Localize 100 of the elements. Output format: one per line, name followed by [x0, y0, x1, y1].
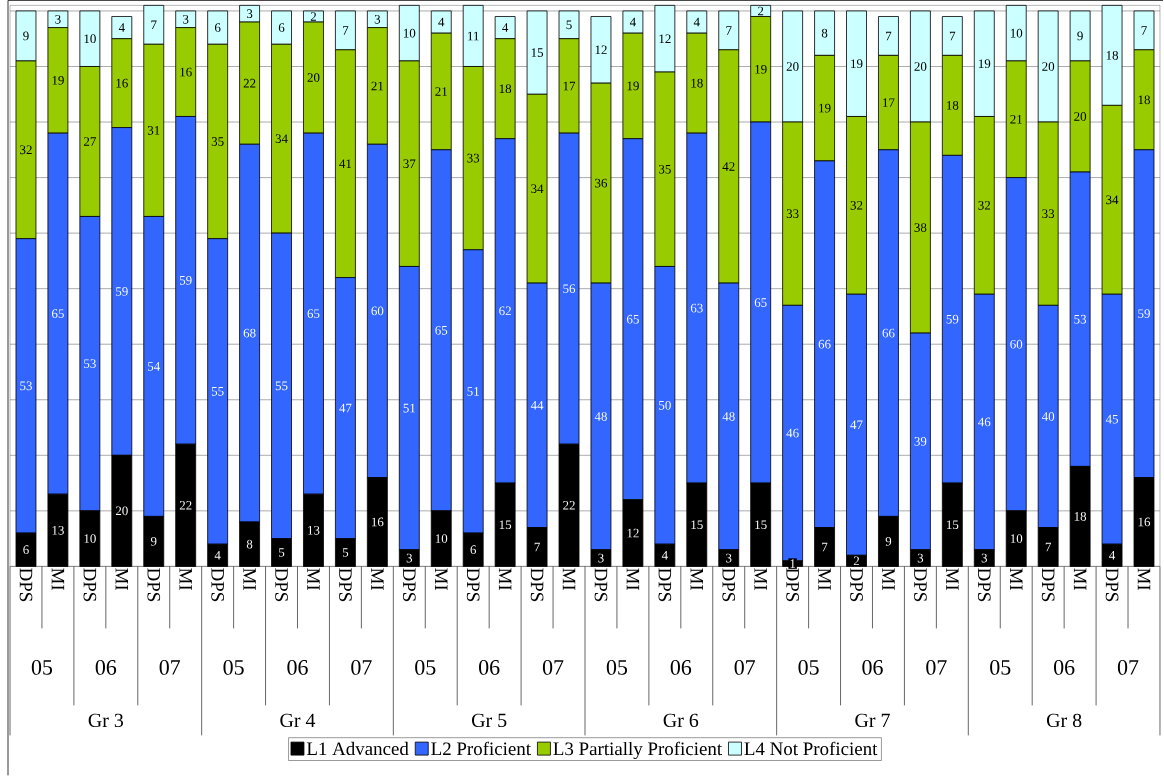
data-label: 34 [1106, 195, 1119, 204]
data-label: 7 [1045, 542, 1052, 551]
data-label: 54 [148, 361, 161, 371]
data-label: 65 [52, 309, 64, 318]
data-label: 10 [1010, 534, 1023, 543]
data-label: 19 [627, 81, 639, 91]
data-label: 7 [949, 31, 956, 40]
text: 06 [287, 659, 308, 675]
data-label: 19 [851, 59, 863, 68]
data-label: 20 [1042, 61, 1055, 71]
data-label: 2 [758, 6, 764, 16]
data-label: 10 [403, 28, 416, 38]
data-label: 10 [1010, 28, 1023, 38]
x-tick-label: DPS [658, 567, 672, 601]
data-label: 55 [211, 386, 224, 396]
data-label: 20 [1074, 111, 1087, 121]
data-label: 18 [691, 78, 703, 88]
data-label: 63 [690, 303, 703, 313]
x-tick-label: MI [562, 567, 576, 590]
data-label: 66 [818, 339, 831, 349]
data-label: 4 [693, 17, 700, 27]
x-tick-label: MI [435, 567, 448, 590]
x-tick-label: MI [243, 567, 256, 590]
data-label: 7 [151, 20, 157, 29]
data-label: 9 [1077, 31, 1083, 41]
x-tick-label: DPS [211, 567, 224, 601]
data-label: 12 [659, 34, 671, 43]
data-label: 22 [563, 500, 575, 510]
data-label: 5 [279, 548, 285, 557]
data-label: 16 [116, 78, 128, 88]
data-label: 60 [1010, 339, 1023, 349]
data-label: 21 [435, 87, 447, 96]
data-label: 10 [435, 534, 448, 543]
data-label: 39 [914, 436, 927, 446]
text: 05 [415, 659, 436, 675]
x-tick-label: DPS [466, 567, 480, 601]
data-label: 33 [1042, 209, 1055, 218]
data-label: 5 [342, 548, 349, 557]
data-label: 7 [1141, 25, 1147, 35]
x-tick-label: DPS [594, 567, 608, 601]
data-label: 56 [563, 284, 576, 293]
data-label: 19 [52, 75, 64, 85]
data-label: 21 [371, 81, 384, 91]
x-tick-label: MI [498, 567, 512, 590]
data-label: 59 [946, 314, 959, 324]
data-label: 2 [853, 556, 860, 565]
data-label: 9 [885, 536, 892, 546]
text: 06 [862, 659, 883, 675]
data-label: 36 [595, 178, 608, 188]
data-label: 46 [978, 417, 991, 427]
data-label: 15 [755, 520, 767, 529]
data-label: 10 [84, 534, 96, 543]
data-label: 65 [435, 325, 448, 335]
data-label: 2 [310, 12, 316, 21]
data-label: 7 [343, 25, 349, 35]
data-label: 3 [406, 553, 413, 563]
data-label: 22 [243, 78, 256, 88]
data-label: 16 [372, 517, 384, 527]
text: 07 [159, 659, 181, 675]
data-label: 42 [722, 161, 735, 171]
data-label: 47 [339, 403, 352, 413]
data-label: 17 [883, 98, 895, 107]
text: 07 [542, 659, 564, 675]
data-label: 4 [118, 23, 125, 32]
data-label: 15 [691, 520, 703, 529]
x-tick-label: DPS [1105, 567, 1119, 601]
text: Gr 3 [88, 713, 124, 727]
data-label: 3 [726, 553, 732, 563]
text: 05 [606, 659, 628, 675]
x-tick-label: MI [51, 567, 65, 590]
x-tick-label: DPS [914, 567, 927, 601]
data-label: 18 [947, 100, 959, 110]
text: 07 [1117, 659, 1139, 675]
data-label: 38 [914, 223, 927, 232]
data-label: 20 [115, 506, 128, 516]
x-tick-label: MI [754, 567, 767, 590]
data-label: 32 [20, 145, 32, 154]
data-label: 59 [179, 275, 192, 285]
data-label: 10 [84, 34, 96, 43]
data-label: 65 [754, 298, 767, 307]
data-label: 6 [23, 545, 29, 554]
data-label: 6 [214, 23, 221, 32]
data-label: 48 [722, 411, 735, 421]
data-label: 20 [786, 61, 799, 71]
text: 07 [734, 659, 756, 675]
data-label: 12 [627, 528, 639, 538]
data-label: 19 [755, 64, 767, 74]
data-label: 53 [84, 359, 96, 368]
x-tick-label: DPS [147, 567, 161, 601]
data-label: 18 [1138, 95, 1150, 104]
x-tick-label: MI [882, 567, 895, 590]
x-tick-label: DPS [850, 567, 863, 601]
data-label: 34 [275, 134, 288, 143]
data-label: 4 [438, 17, 445, 27]
x-tick-label: DPS [530, 567, 544, 601]
x-tick-label: MI [179, 567, 192, 590]
data-label: 7 [534, 542, 540, 551]
data-label: 41 [339, 159, 352, 168]
data-label: 3 [55, 14, 61, 24]
data-label: 12 [595, 45, 607, 54]
